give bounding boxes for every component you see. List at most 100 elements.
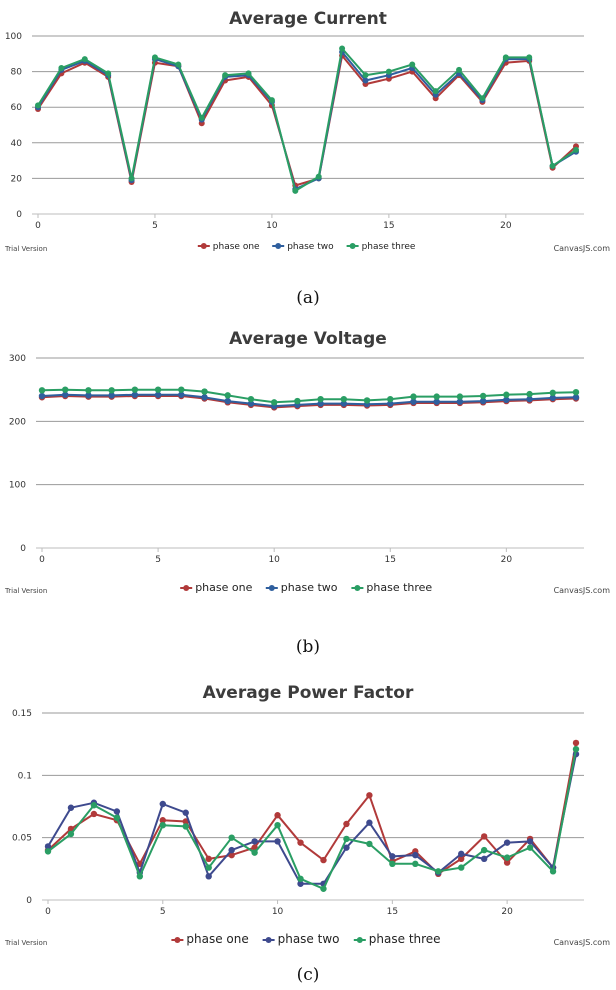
data-point-phase-three bbox=[131, 386, 139, 393]
data-point-phase-three bbox=[432, 88, 439, 95]
data-point-phase-three bbox=[572, 745, 580, 753]
data-point-phase-two bbox=[154, 391, 162, 398]
data-point-phase-one bbox=[572, 739, 580, 747]
data-point-phase-two bbox=[387, 400, 394, 407]
data-point-phase-three bbox=[292, 187, 299, 194]
canvasjs-credit-link[interactable]: CanvasJS.com bbox=[554, 586, 611, 595]
data-point-phase-one bbox=[458, 855, 465, 863]
chart-average-power-factor: Average Power Factor 0 0.05 0.1 0.15 0 5 10 15 20… bbox=[0, 672, 616, 962]
data-point-phase-two bbox=[317, 400, 324, 407]
legend-label: phase one bbox=[186, 932, 248, 946]
y-tick-label: 0 bbox=[16, 210, 22, 220]
data-point-phase-three bbox=[317, 395, 324, 403]
data-point-phase-two bbox=[366, 819, 373, 826]
data-point-phase-two bbox=[412, 851, 419, 859]
data-point-phase-two bbox=[410, 398, 417, 405]
data-point-phase-two bbox=[44, 843, 52, 850]
legend-marker bbox=[265, 937, 272, 943]
data-point-phase-one bbox=[90, 810, 98, 818]
legend-item-phase-one[interactable]: phase one bbox=[180, 581, 253, 594]
data-point-phase-two bbox=[113, 808, 121, 815]
data-point-phase-one bbox=[159, 817, 166, 824]
data-point-phase-two bbox=[433, 398, 440, 405]
data-point-phase-three bbox=[385, 68, 392, 75]
trial-version-text: Trial Version bbox=[4, 587, 47, 595]
series-line-phase-two bbox=[41, 393, 577, 408]
data-point-phase-three bbox=[549, 162, 556, 169]
y-tick-label: 0 bbox=[20, 544, 26, 554]
series-line-phase-three bbox=[47, 749, 577, 890]
data-point-phase-two bbox=[251, 838, 258, 845]
trial-version-text: Trial Version bbox=[4, 939, 47, 947]
data-point-phase-three bbox=[456, 393, 464, 400]
legend-item-phase-one[interactable]: phase one bbox=[197, 242, 260, 252]
data-point-phase-three bbox=[479, 95, 486, 102]
data-point-phase-three bbox=[35, 102, 41, 109]
data-point-phase-two bbox=[572, 394, 580, 401]
data-point-phase-two bbox=[297, 880, 304, 887]
chart-title: Average Power Factor bbox=[203, 683, 414, 703]
data-point-phase-three bbox=[549, 389, 556, 397]
data-point-phase-two bbox=[389, 853, 396, 860]
data-point-phase-three bbox=[201, 388, 208, 395]
y-tick-label: 300 bbox=[9, 354, 26, 364]
data-point-phase-three bbox=[573, 146, 579, 153]
x-tick-label: 15 bbox=[387, 907, 398, 917]
data-point-phase-three bbox=[526, 844, 534, 851]
data-point-phase-two bbox=[479, 397, 487, 405]
data-point-phase-two bbox=[38, 392, 46, 400]
legend-label: phase two bbox=[287, 242, 334, 252]
data-point-phase-three bbox=[503, 391, 510, 398]
data-point-phase-two bbox=[62, 391, 69, 398]
data-point-phase-three bbox=[387, 395, 394, 403]
data-point-phase-three bbox=[362, 72, 369, 79]
series-line-phase-two bbox=[47, 753, 577, 885]
data-point-phase-three bbox=[154, 386, 162, 393]
data-point-phase-three bbox=[297, 875, 304, 883]
legend-item-phase-three[interactable]: phase three bbox=[346, 242, 416, 252]
caption-a: (a) bbox=[296, 288, 320, 308]
data-point-phase-three bbox=[274, 822, 281, 829]
caption-b: (b) bbox=[295, 637, 321, 657]
legend-marker bbox=[349, 243, 356, 249]
data-point-phase-three bbox=[456, 66, 463, 73]
legend-item-phase-two[interactable]: phase two bbox=[265, 581, 338, 594]
data-point-phase-two bbox=[526, 838, 534, 845]
legend-item-phase-three[interactable]: phase three bbox=[351, 581, 432, 594]
y-tick-label: 40 bbox=[11, 139, 23, 149]
x-tick-label: 10 bbox=[272, 907, 284, 917]
x-tick-label: 15 bbox=[385, 555, 396, 565]
legend-label: phase three bbox=[369, 932, 441, 946]
data-point-phase-two bbox=[178, 391, 185, 398]
x-tick-label: 0 bbox=[45, 907, 51, 917]
legend-marker bbox=[354, 585, 361, 591]
data-point-phase-three bbox=[572, 389, 580, 396]
y-tick-label: 100 bbox=[5, 32, 22, 42]
legend-marker bbox=[356, 937, 363, 943]
legend-item-phase-one[interactable]: phase one bbox=[171, 932, 249, 946]
data-point-phase-two bbox=[228, 846, 235, 854]
data-point-phase-three bbox=[389, 860, 396, 868]
legend-item-phase-two[interactable]: phase two bbox=[272, 242, 334, 252]
trial-version-text: Trial Version bbox=[4, 245, 47, 253]
data-point-phase-two bbox=[503, 839, 511, 846]
legend-item-phase-two[interactable]: phase two bbox=[262, 932, 340, 946]
data-point-phase-three bbox=[105, 70, 112, 77]
data-point-phase-three bbox=[412, 860, 419, 868]
chart-title: Average Voltage bbox=[229, 329, 387, 349]
legend-marker bbox=[174, 937, 181, 943]
data-point-phase-three bbox=[270, 399, 278, 406]
canvasjs-credit-link[interactable]: CanvasJS.com bbox=[554, 244, 611, 253]
canvasjs-credit-link[interactable]: CanvasJS.com bbox=[554, 938, 611, 947]
data-point-phase-three bbox=[503, 854, 511, 861]
legend-item-phase-three[interactable]: phase three bbox=[353, 932, 441, 946]
data-point-phase-two bbox=[205, 873, 212, 880]
data-point-phase-three bbox=[178, 386, 185, 393]
x-tick-label: 5 bbox=[160, 907, 166, 917]
data-point-phase-three bbox=[58, 65, 65, 72]
series-line-phase-one bbox=[41, 395, 577, 409]
y-tick-label: 80 bbox=[11, 68, 23, 78]
data-point-phase-three bbox=[245, 70, 252, 77]
data-point-phase-one bbox=[205, 855, 212, 863]
data-point-phase-three bbox=[228, 834, 235, 841]
